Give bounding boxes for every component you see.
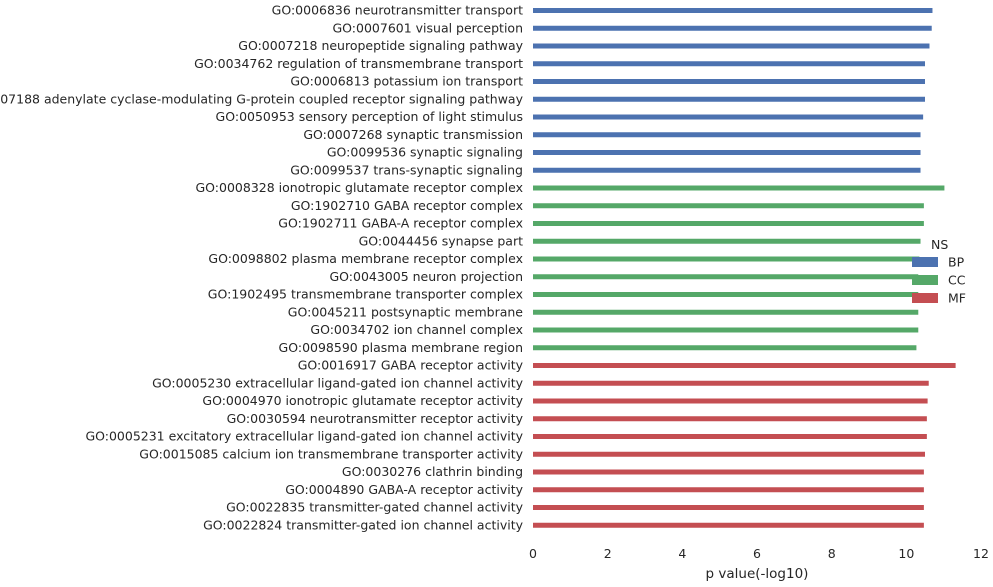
category-label: GO:0007188 adenylate cyclase-modulating … <box>0 91 524 106</box>
legend-title: NS <box>931 237 948 252</box>
category-label: GO:0099537 trans-synaptic signaling <box>290 162 523 177</box>
bar-bp <box>533 79 925 84</box>
x-tick-label: 12 <box>973 546 989 561</box>
category-label: GO:0034702 ion channel complex <box>310 322 523 337</box>
category-label: GO:0007218 neuropeptide signaling pathwa… <box>238 38 523 53</box>
bar-mf <box>533 416 927 422</box>
legend-label-mf: MF <box>948 291 966 306</box>
category-label: GO:0098590 plasma membrane region <box>279 340 523 355</box>
category-label: GO:0034762 regulation of transmembrane t… <box>194 56 523 71</box>
bars-group <box>533 8 956 528</box>
category-label: GO:0044456 synapse part <box>359 233 523 248</box>
bar-cc <box>533 292 919 297</box>
category-label: GO:0099536 synaptic signaling <box>327 145 523 160</box>
category-label: GO:0022824 transmitter-gated ion channel… <box>203 517 524 532</box>
x-tick-label: 4 <box>678 546 686 561</box>
bar-mf <box>533 434 927 439</box>
category-label: GO:0007268 synaptic transmission <box>303 127 523 142</box>
category-label: GO:0050953 sensory perception of light s… <box>216 109 523 124</box>
category-label: GO:0030276 clathrin binding <box>342 464 523 479</box>
legend-swatch-bp <box>912 257 938 267</box>
x-axis-label: p value(-log10) <box>706 566 809 582</box>
legend-label-cc: CC <box>948 273 966 288</box>
bar-cc <box>533 327 919 333</box>
category-label: GO:0004970 ionotropic glutamate receptor… <box>202 393 523 408</box>
bar-bp <box>533 25 932 31</box>
bar-cc <box>533 274 919 280</box>
category-label: GO:0015085 calcium ion transmembrane tra… <box>139 446 523 461</box>
category-label: GO:0006813 potassium ion transport <box>290 74 523 89</box>
category-label: GO:1902495 transmembrane transporter com… <box>208 287 523 302</box>
bar-cc <box>533 256 920 262</box>
category-label: GO:0030594 neurotransmitter receptor act… <box>227 411 524 426</box>
bar-mf <box>533 398 928 404</box>
bar-mf <box>533 451 925 457</box>
category-label: GO:0007601 visual perception <box>332 20 523 35</box>
bar-mf <box>533 487 924 493</box>
bar-bp <box>533 114 924 120</box>
x-tick-label: 8 <box>828 546 836 561</box>
bar-bp <box>533 43 930 49</box>
category-label: GO:0045211 postsynaptic membrane <box>288 304 524 319</box>
category-labels: GO:0006836 neurotransmitter transport GO:… <box>0 3 524 533</box>
category-label: GO:0008328 ionotropic glutamate receptor… <box>196 180 524 195</box>
bar-bp <box>533 150 921 155</box>
x-tick-label: 6 <box>753 546 761 561</box>
category-label: GO:0004890 GABA-A receptor activity <box>285 482 523 497</box>
bar-mf <box>533 380 929 386</box>
legend-label-bp: BP <box>948 255 965 270</box>
bar-bp <box>533 132 921 138</box>
x-axis-ticks: 0 2 4 6 8 10 12 <box>529 546 989 561</box>
category-label: GO:1902711 GABA-A receptor complex <box>278 216 523 231</box>
bar-bp <box>533 61 925 67</box>
bar-cc <box>533 238 921 244</box>
bar-cc <box>533 309 919 315</box>
bar-cc <box>533 203 924 209</box>
category-label: GO:0022835 transmitter-gated channel act… <box>226 500 523 515</box>
x-tick-label: 2 <box>604 546 612 561</box>
category-label: GO:0005230 extracellular ligand-gated io… <box>152 375 524 390</box>
bar-mf <box>533 469 924 475</box>
bar-bp <box>533 96 925 102</box>
bar-bp <box>533 8 933 13</box>
legend: NS BP CC MF <box>912 237 966 306</box>
bar-mf <box>533 363 956 368</box>
bar-mf <box>533 505 924 510</box>
legend-swatch-mf <box>912 293 938 303</box>
legend-swatch-cc <box>912 275 938 285</box>
x-tick-label: 10 <box>898 546 914 561</box>
category-label: GO:0098802 plasma membrane receptor comp… <box>208 251 523 266</box>
category-label: GO:0006836 neurotransmitter transport <box>272 3 523 18</box>
category-label: GO:0043005 neuron projection <box>329 269 523 284</box>
x-tick-label: 0 <box>529 546 537 561</box>
bar-cc <box>533 185 945 191</box>
bar-mf <box>533 522 924 528</box>
category-label: GO:0005231 excitatory extracellular liga… <box>85 429 523 444</box>
category-label: GO:0016917 GABA receptor activity <box>298 358 524 373</box>
bar-cc <box>533 221 924 226</box>
bar-bp <box>533 167 921 173</box>
category-label: GO:1902710 GABA receptor complex <box>291 198 523 213</box>
bar-cc <box>533 345 917 351</box>
